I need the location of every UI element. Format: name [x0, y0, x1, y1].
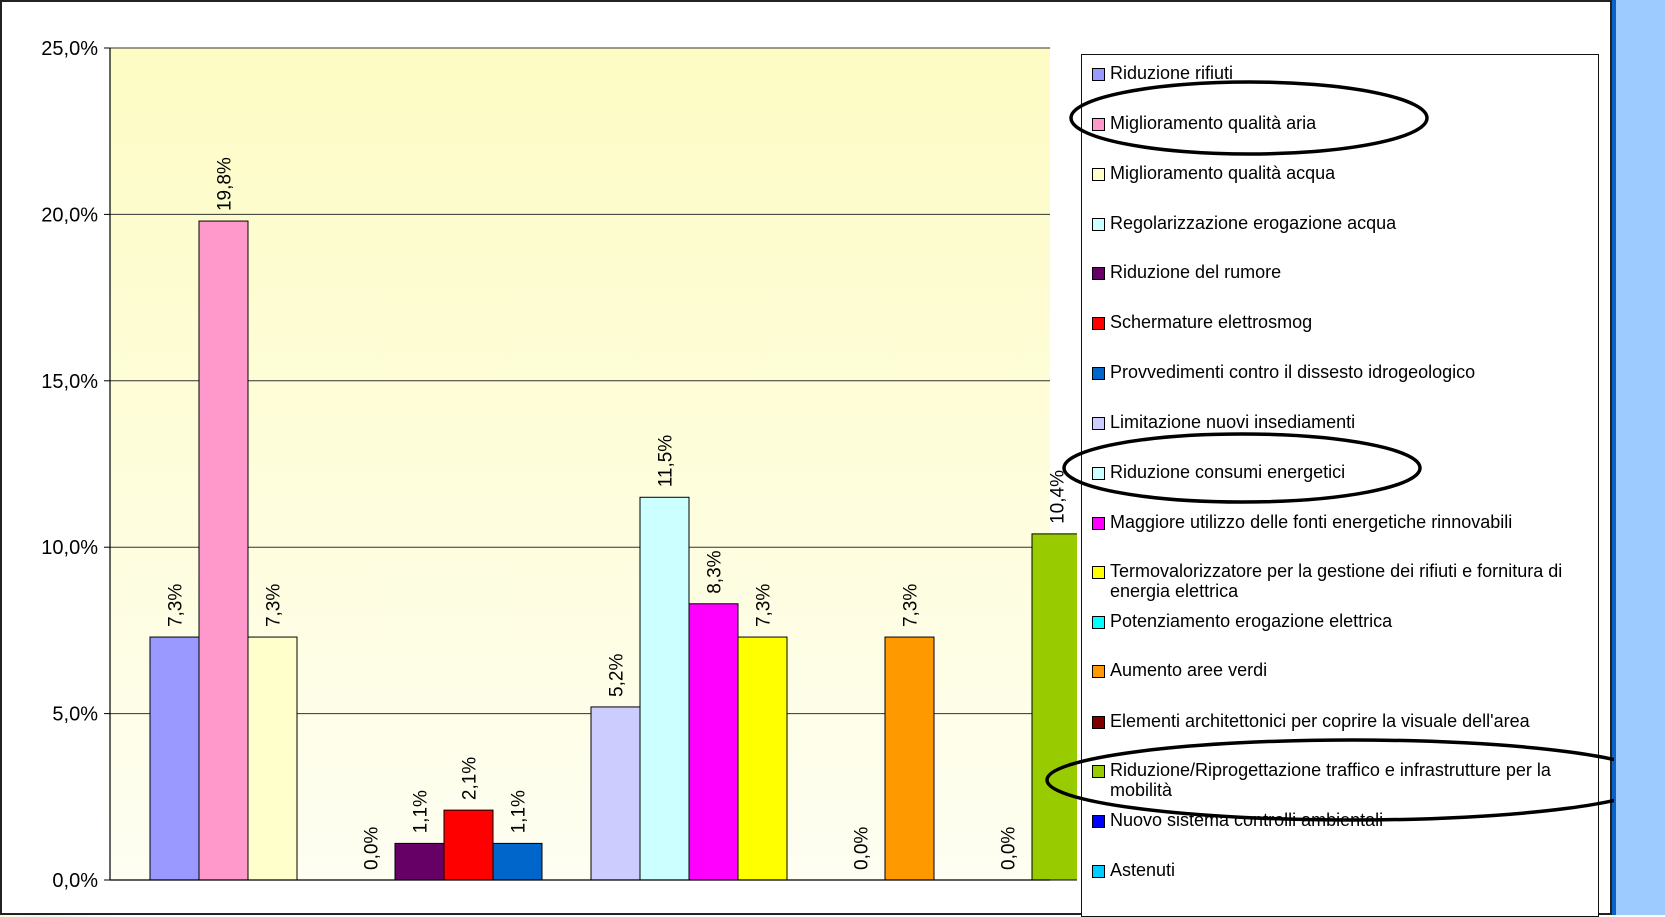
bar [492, 842, 543, 881]
legend-swatch [1092, 168, 1105, 181]
data-label: 10,4% [1048, 470, 1069, 524]
legend-item: Provvedimenti contro il dissesto idrogeo… [1092, 362, 1597, 382]
legend-swatch [1092, 865, 1105, 878]
legend-item: Maggiore utilizzo delle fonti energetich… [1092, 512, 1597, 532]
legend-swatch [1092, 517, 1105, 530]
y-tick-label: 15,0% [41, 371, 98, 393]
legend-label: Limitazione nuovi insediamenti [1110, 412, 1356, 432]
data-label: 7,3% [754, 584, 775, 627]
legend-label: Miglioramento qualità aria [1110, 113, 1317, 133]
legend-item: Regolarizzazione erogazione acqua [1092, 213, 1597, 233]
y-tick-label: 25,0% [41, 38, 98, 60]
legend-swatch [1092, 616, 1105, 629]
bar [443, 809, 494, 881]
data-label: 8,3% [705, 550, 726, 593]
legend-item: Schermature elettrosmog [1092, 312, 1597, 332]
legend-label: Riduzione consumi energetici [1110, 462, 1346, 482]
legend-item: Riduzione del rumore [1092, 262, 1597, 282]
slide-background-right [1615, 0, 1665, 915]
data-label: 7,3% [264, 584, 285, 627]
legend: Riduzione rifiuti Miglioramento qualità a… [1081, 54, 1599, 917]
legend-swatch [1092, 815, 1105, 828]
data-label: 0,0% [362, 827, 383, 870]
legend-swatch [1092, 118, 1105, 131]
legend-item: Miglioramento qualità acqua [1092, 163, 1597, 183]
y-tick-label: 20,0% [41, 204, 98, 226]
legend-label: Riduzione/Riprogettazione traffico e inf… [1110, 760, 1551, 800]
bar [884, 636, 935, 881]
legend-swatch [1092, 417, 1105, 430]
legend-item: Elementi architettonici per coprire la v… [1092, 711, 1597, 731]
bar-chart: 7,3% 19,8% 7,3% 0,0% 1,1% 2,1% 1,1% 5,2% 11,5% 8,… [41, 38, 1077, 892]
legend-label: Elementi architettonici per coprire la v… [1110, 711, 1530, 731]
bar [737, 636, 788, 881]
legend-swatch [1092, 218, 1105, 231]
data-label: 2,1% [460, 757, 481, 800]
data-label: 11,5% [656, 435, 677, 488]
legend-item: Riduzione consumi energetici [1092, 462, 1597, 482]
legend-swatch [1092, 68, 1105, 81]
y-tick-label: 5,0% [52, 704, 98, 726]
data-label: 1,1% [411, 790, 432, 833]
legend-item: Termovalorizzatore per la gestione dei r… [1092, 561, 1597, 601]
legend-swatch [1092, 716, 1105, 729]
legend-label: Regolarizzazione erogazione acqua [1110, 213, 1397, 233]
legend-label: Nuovo sistema controlli ambientali [1110, 810, 1384, 830]
legend-label: Astenuti [1110, 860, 1176, 880]
legend-label: Aumento aree verdi [1110, 660, 1268, 680]
slide-background-strip [1612, 0, 1616, 915]
y-tick-label: 10,0% [41, 537, 98, 559]
legend-item: Riduzione rifiuti [1092, 63, 1597, 83]
legend-item: Potenziamento erogazione elettrica [1092, 611, 1597, 631]
legend-label: Maggiore utilizzo delle fonti energetich… [1110, 512, 1513, 532]
legend-label: Miglioramento qualità acqua [1110, 163, 1336, 183]
bar [590, 706, 641, 881]
bar [247, 636, 298, 881]
legend-label: Riduzione del rumore [1110, 262, 1282, 282]
bar [394, 842, 445, 881]
legend-swatch [1092, 367, 1105, 380]
legend-item: Miglioramento qualità aria [1092, 113, 1597, 133]
bars [149, 220, 1077, 881]
data-label: 7,3% [901, 584, 922, 627]
data-label: 1,1% [509, 790, 530, 833]
bar [639, 496, 690, 881]
legend-item: Riduzione/Riprogettazione traffico e inf… [1092, 760, 1597, 800]
data-label: 19,8% [215, 157, 236, 211]
y-tick-label: 0,0% [52, 870, 98, 892]
legend-label: Riduzione rifiuti [1110, 63, 1234, 83]
legend-label: Termovalorizzatore per la gestione dei r… [1110, 561, 1563, 601]
data-label: 0,0% [999, 827, 1020, 870]
legend-label: Potenziamento erogazione elettrica [1110, 611, 1393, 631]
legend-item: Nuovo sistema controlli ambientali [1092, 810, 1597, 830]
bar [198, 220, 249, 881]
legend-item: Limitazione nuovi insediamenti [1092, 412, 1597, 432]
legend-swatch [1092, 267, 1105, 280]
legend-item: Aumento aree verdi [1092, 660, 1597, 680]
bar [149, 636, 200, 881]
legend-swatch [1092, 317, 1105, 330]
legend-item: Astenuti [1092, 860, 1597, 880]
chart-area: 7,3% 19,8% 7,3% 0,0% 1,1% 2,1% 1,1% 5,2% 11,5% 8,… [0, 0, 1614, 917]
legend-swatch [1092, 566, 1105, 579]
legend-label: Provvedimenti contro il dissesto idrogeo… [1110, 362, 1476, 382]
bar [1031, 533, 1077, 881]
data-label: 0,0% [852, 827, 873, 870]
data-labels: 7,3% 19,8% 7,3% 0,0% 1,1% 2,1% 1,1% 5,2% 11,5% 8,… [166, 157, 1069, 870]
y-axis: 0,0% 5,0% 10,0% 15,0% 20,0% 25,0% [41, 38, 1050, 892]
data-label: 7,3% [166, 584, 187, 627]
legend-label: Schermature elettrosmog [1110, 312, 1313, 332]
data-label: 5,2% [607, 654, 628, 697]
legend-swatch [1092, 665, 1105, 678]
legend-swatch [1092, 467, 1105, 480]
bar [688, 603, 739, 881]
legend-swatch [1092, 765, 1105, 778]
